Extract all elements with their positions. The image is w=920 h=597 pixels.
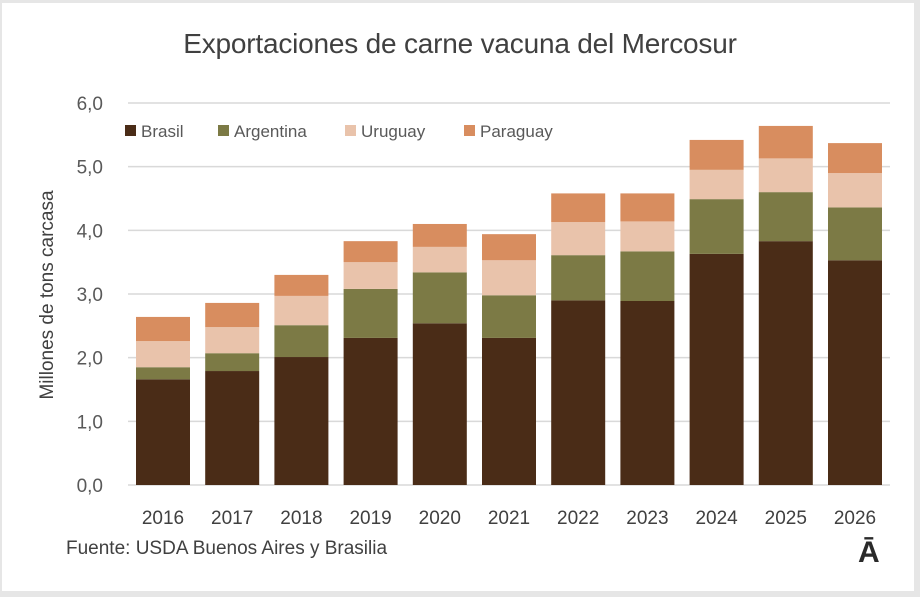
bars	[136, 125, 882, 485]
bar-uruguay-2019	[343, 262, 398, 289]
x-tick-label: 2021	[488, 508, 530, 529]
legend: Brasil Argentina Uruguay Paraguay	[125, 122, 553, 141]
bar-paraguay-2017	[205, 302, 260, 328]
bar-argentina-2019	[343, 288, 398, 338]
bar-argentina-2016	[136, 367, 190, 380]
bar-stack-2018	[274, 274, 329, 485]
y-tick-label: 2,0	[77, 349, 103, 370]
y-tick-label: 1,0	[77, 412, 103, 433]
legend-label: Argentina	[234, 122, 307, 141]
bar-brasil-2024	[689, 253, 744, 485]
bar-stack-2020	[412, 223, 467, 485]
y-tick-label: 6,0	[77, 94, 103, 115]
bar-argentina-2018	[274, 325, 329, 358]
bar-paraguay-2024	[689, 139, 744, 170]
x-tick-label: 2026	[834, 508, 876, 529]
legend-label: Paraguay	[480, 122, 553, 141]
x-tick-label: 2018	[280, 508, 322, 529]
y-tick-label: 0,0	[77, 476, 103, 497]
legend-swatch	[345, 125, 356, 136]
x-tick-label: 2017	[211, 508, 253, 529]
bar-uruguay-2024	[689, 169, 744, 200]
y-tick-label: 3,0	[77, 285, 103, 306]
source-note: Fuente: USDA Buenos Aires y Brasilia	[66, 538, 388, 559]
bar-uruguay-2021	[482, 260, 536, 296]
bar-uruguay-2017	[205, 327, 260, 354]
bar-argentina-2025	[758, 192, 813, 242]
bar-stack-2023	[620, 193, 675, 485]
bar-stack-2025	[758, 125, 813, 485]
y-axis-ticks: 0,0 1,0 2,0 3,0 4,0 5,0 6,0	[77, 94, 103, 497]
x-tick-label: 2024	[695, 508, 738, 529]
bar-paraguay-2018	[274, 274, 329, 296]
legend-item-uruguay: Uruguay	[345, 122, 426, 141]
bar-uruguay-2025	[758, 158, 813, 193]
legend-label: Brasil	[141, 122, 184, 141]
bar-stack-2022	[551, 193, 606, 485]
bar-brasil-2023	[620, 301, 675, 485]
bar-brasil-2026	[828, 260, 882, 485]
x-tick-label: 2025	[765, 508, 807, 529]
x-tick-label: 2016	[142, 508, 184, 529]
legend-swatch	[218, 125, 229, 136]
bar-stack-2024	[689, 139, 744, 485]
bar-argentina-2023	[620, 251, 675, 302]
bar-argentina-2024	[689, 199, 744, 254]
bar-paraguay-2023	[620, 193, 675, 222]
bar-paraguay-2022	[551, 193, 606, 223]
bar-brasil-2022	[551, 300, 606, 485]
bar-stack-2021	[482, 234, 536, 485]
bar-paraguay-2016	[136, 316, 190, 342]
bar-brasil-2018	[274, 357, 329, 485]
bar-stack-2017	[205, 302, 260, 485]
bar-paraguay-2026	[828, 143, 882, 174]
legend-swatch	[125, 125, 136, 136]
x-axis-ticks: 2016 2017 2018 2019 2020 2021 2022 2023 2024 2025…	[142, 508, 876, 529]
bar-paraguay-2021	[482, 234, 536, 261]
bar-argentina-2021	[482, 295, 536, 338]
bar-uruguay-2018	[274, 295, 329, 326]
x-tick-label: 2023	[626, 508, 668, 529]
bar-brasil-2020	[412, 323, 467, 485]
bar-paraguay-2020	[412, 223, 467, 247]
y-tick-label: 5,0	[77, 158, 103, 179]
bar-stack-2019	[343, 241, 398, 485]
bar-uruguay-2016	[136, 341, 190, 368]
bar-argentina-2026	[828, 207, 882, 261]
chart-title: Exportaciones de carne vacuna del Mercos…	[183, 28, 737, 59]
bar-uruguay-2020	[412, 246, 467, 273]
y-tick-label: 4,0	[77, 221, 103, 242]
legend-item-argentina: Argentina	[218, 122, 307, 141]
bar-stack-2026	[828, 143, 882, 485]
bar-brasil-2021	[482, 337, 536, 485]
bar-brasil-2016	[136, 379, 190, 485]
x-tick-label: 2022	[557, 508, 599, 529]
bar-brasil-2019	[343, 337, 398, 485]
x-tick-label: 2019	[349, 508, 391, 529]
x-tick-label: 2020	[419, 508, 461, 529]
legend-swatch	[464, 125, 475, 136]
bar-brasil-2025	[758, 241, 813, 485]
legend-item-paraguay: Paraguay	[464, 122, 553, 141]
bar-argentina-2017	[205, 353, 260, 372]
bar-argentina-2020	[412, 272, 467, 324]
bar-stack-2016	[136, 316, 190, 485]
bar-uruguay-2026	[828, 173, 882, 208]
y-axis-label: Millones de tons carcasa	[37, 190, 58, 400]
bar-uruguay-2022	[551, 222, 606, 256]
bar-brasil-2017	[205, 371, 260, 485]
logo: Ā	[858, 536, 880, 569]
legend-item-brasil: Brasil	[125, 122, 184, 141]
legend-label: Uruguay	[361, 122, 426, 141]
bar-paraguay-2019	[343, 241, 398, 263]
bar-argentina-2022	[551, 255, 606, 301]
bar-uruguay-2023	[620, 221, 675, 252]
bar-paraguay-2025	[758, 125, 813, 159]
